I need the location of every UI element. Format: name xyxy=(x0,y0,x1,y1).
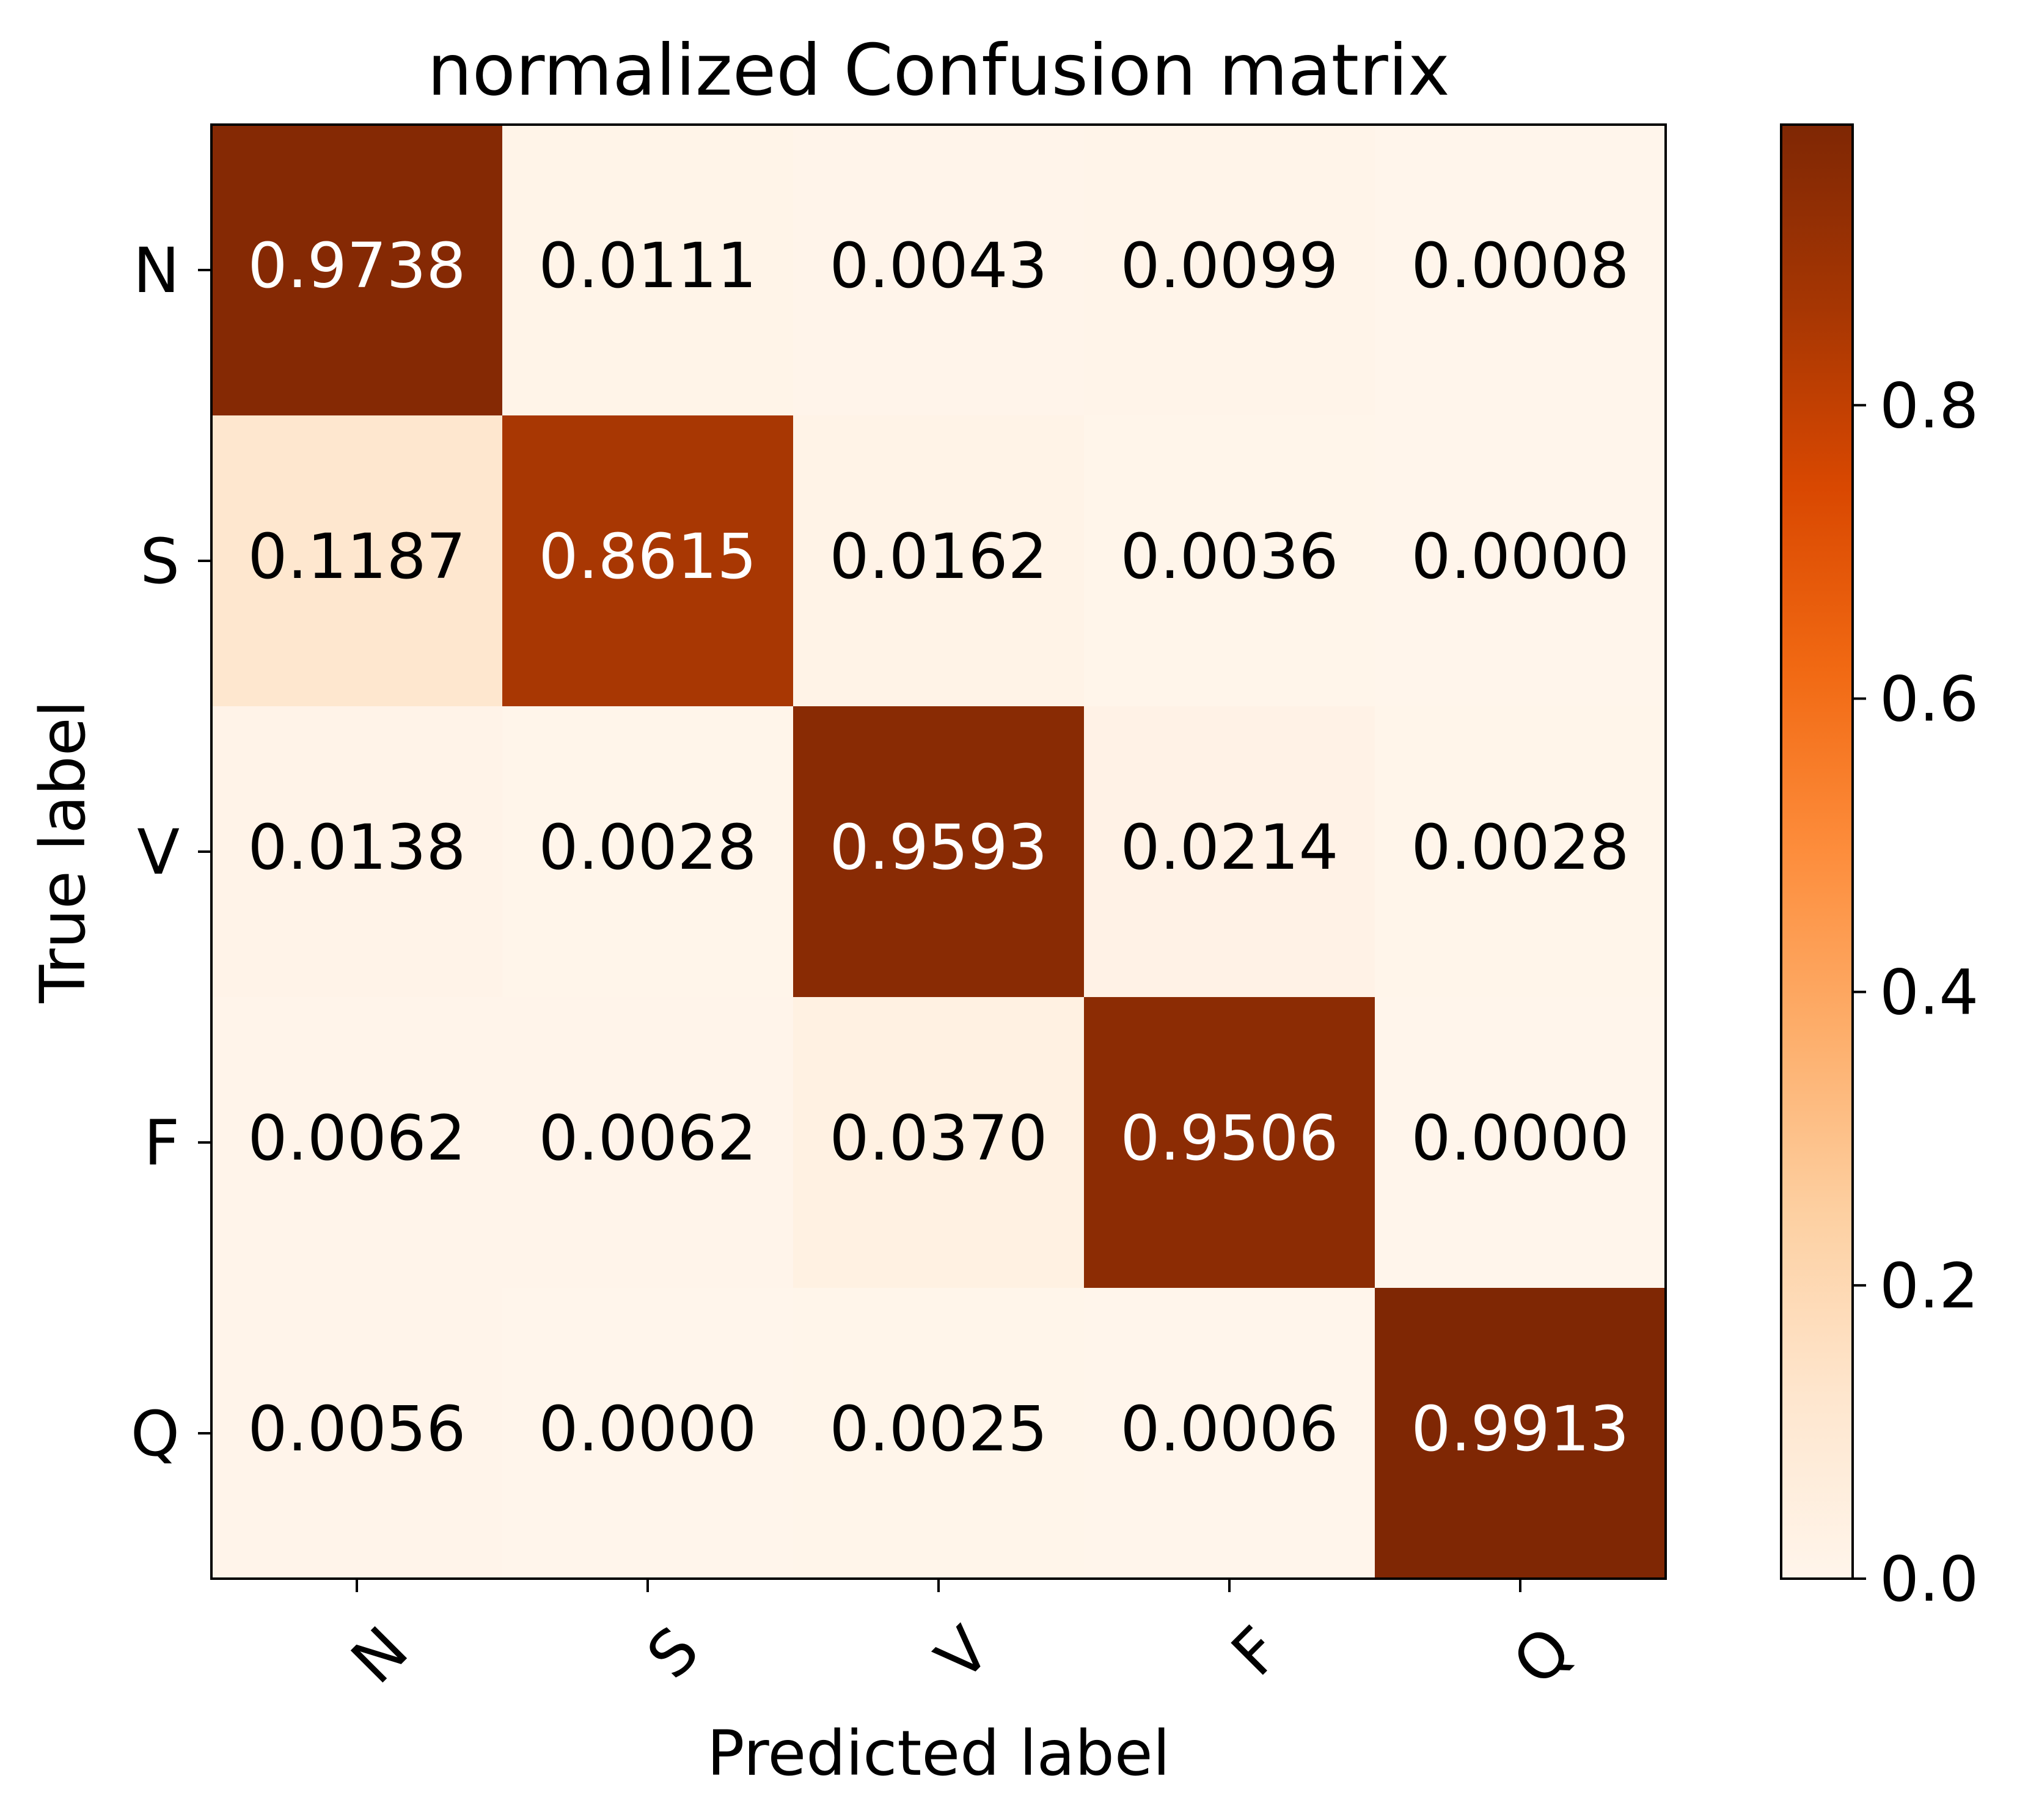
cell-value-label: 0.0370 xyxy=(830,1102,1048,1175)
heatmap-cell-q-f xyxy=(1084,1288,1375,1579)
heatmap-cell-v-s xyxy=(502,706,794,998)
y-tick-label: S xyxy=(140,525,180,598)
cell-value-label: 0.0028 xyxy=(539,811,757,884)
y-tick-label: F xyxy=(144,1107,180,1180)
heatmap-cell-n-v xyxy=(793,125,1085,416)
chart-title: normalized Confusion matrix xyxy=(427,29,1449,112)
heatmap-cell-v-v xyxy=(793,706,1085,998)
colorbar-ticks: 0.0 0.2 0.4 0.6 0.8 xyxy=(1853,370,1979,1616)
colorbar-tick-label: 0.0 xyxy=(1880,1543,1979,1616)
heatmap-cell-s-n xyxy=(211,415,503,707)
heatmap-cell-s-s xyxy=(502,415,794,707)
cell-value-label: 0.9593 xyxy=(830,811,1048,884)
cell-value-label: 0.0000 xyxy=(1411,1102,1630,1175)
y-tick-label: V xyxy=(137,816,180,889)
heatmap-cell-f-n xyxy=(211,997,503,1288)
heatmap-cell-v-n xyxy=(211,706,503,998)
cell-value-label: 0.0111 xyxy=(539,230,757,302)
heatmap-cell-n-n xyxy=(211,125,503,416)
cell-value-label: 0.0025 xyxy=(830,1393,1048,1466)
colorbar-tick-label: 0.6 xyxy=(1880,663,1979,736)
colorbar-tick-label: 0.2 xyxy=(1880,1250,1979,1323)
x-tick-label: V xyxy=(922,1614,1003,1695)
x-tick-label: S xyxy=(634,1614,713,1693)
x-tick-label: F xyxy=(1218,1614,1295,1690)
y-tick-label: N xyxy=(133,235,180,307)
y-tick-label: Q xyxy=(131,1398,180,1471)
heatmap-cell-s-v xyxy=(793,415,1085,707)
heatmap-cell-v-q xyxy=(1375,706,1666,998)
cell-value-label: 0.0043 xyxy=(830,230,1048,302)
colorbar-frame xyxy=(1780,123,1854,1580)
cell-value-label: 0.9913 xyxy=(1411,1393,1630,1466)
heatmap-cell-f-v xyxy=(793,997,1085,1288)
heatmap-cell-f-q xyxy=(1375,997,1666,1288)
heatmap-cell-q-v xyxy=(793,1288,1085,1579)
y-axis-label: True label xyxy=(27,700,100,1004)
heatmap-cell-n-q xyxy=(1375,125,1666,416)
heatmap-cell-f-f xyxy=(1084,997,1375,1288)
cell-value-label: 0.0099 xyxy=(1121,230,1339,302)
cell-value-label: 0.0036 xyxy=(1121,521,1339,593)
colorbar-tick-label: 0.4 xyxy=(1880,957,1979,1029)
x-tick-label: Q xyxy=(1499,1614,1586,1700)
cell-value-label: 0.1187 xyxy=(248,521,466,593)
cell-value-label: 0.0062 xyxy=(248,1102,466,1175)
cell-value-label: 0.9506 xyxy=(1121,1102,1339,1175)
cell-value-label: 0.0008 xyxy=(1411,230,1630,302)
cell-value-label: 0.8615 xyxy=(539,521,757,593)
heatmap-cell-v-f xyxy=(1084,706,1375,998)
cell-value-label: 0.0162 xyxy=(830,521,1048,593)
cell-value-label: 0.9738 xyxy=(248,230,466,302)
heatmap-cell-n-f xyxy=(1084,125,1375,416)
colorbar-tick-label: 0.8 xyxy=(1880,370,1979,442)
cell-value-label: 0.0028 xyxy=(1411,811,1630,884)
x-axis-label: Predicted label xyxy=(707,1717,1170,1790)
cell-value-label: 0.0214 xyxy=(1121,811,1339,884)
cell-value-label: 0.0000 xyxy=(1411,521,1630,593)
y-axis-ticks: N S V F Q xyxy=(131,235,211,1471)
cell-value-label: 0.0062 xyxy=(539,1102,757,1175)
heatmap-cell-s-q xyxy=(1375,415,1666,707)
cell-value-label: 0.0056 xyxy=(248,1393,466,1466)
cell-value-label: 0.0006 xyxy=(1121,1393,1339,1466)
heatmap-cell-f-s xyxy=(502,997,794,1288)
heatmap-cell-n-s xyxy=(502,125,794,416)
heatmap-cell-labels: 0.9738 0.0111 0.0043 0.0099 0.0008 0.1187 0.86… xyxy=(248,230,1630,1466)
cell-value-label: 0.0000 xyxy=(539,1393,757,1466)
heatmap-cell-q-q xyxy=(1375,1288,1666,1579)
cell-value-label: 0.0138 xyxy=(248,811,466,884)
x-tick-label: N xyxy=(338,1614,422,1698)
heatmap-cell-q-n xyxy=(211,1288,503,1579)
heatmap-cell-q-s xyxy=(502,1288,794,1579)
colorbar xyxy=(1781,125,1853,1579)
heatmap-cells xyxy=(211,125,1666,1579)
heatmap-cell-s-f xyxy=(1084,415,1375,707)
